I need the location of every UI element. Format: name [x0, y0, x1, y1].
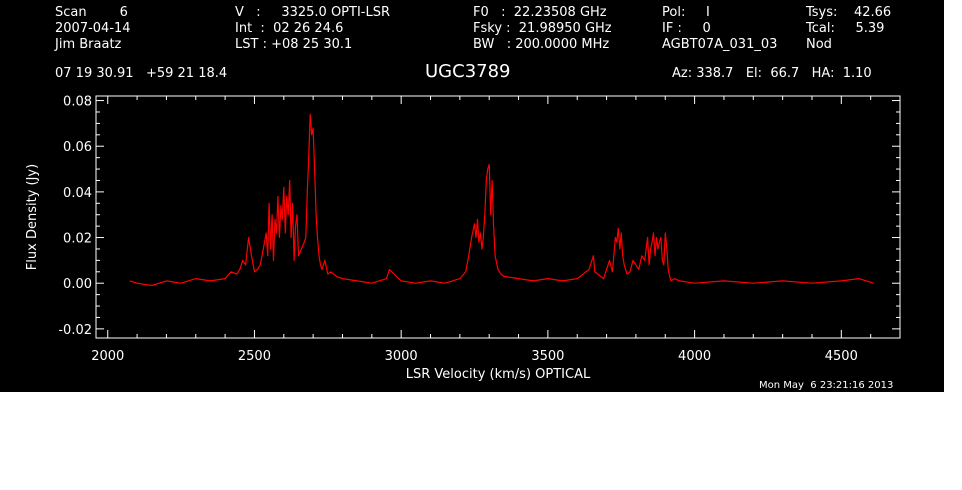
project-label: AGBT07A_031_03 — [662, 37, 778, 52]
timestamp-label: Mon May 6 23:21:16 2013 — [759, 380, 894, 391]
coordinates-label: 07 19 30.91 +59 21 18.4 — [55, 66, 228, 81]
tsys-label: Tsys: 42.66 — [806, 5, 892, 20]
velocity-label: V : 3325.0 OPTI-LSR — [235, 5, 391, 20]
x-tick-label: 3000 — [385, 349, 418, 364]
x-tick-label: 4000 — [678, 349, 711, 364]
pol-label: Pol: I — [662, 5, 710, 20]
fsky-label: Fsky : 21.98950 GHz — [473, 21, 612, 36]
spectrum-chart: 2000 2500 3000 3500 4000 4500 -0.02 0.00 0.02 0.0… — [25, 95, 901, 382]
scan-label: Scan 6 — [55, 5, 128, 20]
x-tick-label: 4500 — [825, 349, 858, 364]
y-tick-label: -0.02 — [58, 323, 92, 338]
y-tick-label: 0.00 — [63, 277, 92, 292]
x-axis-label: LSR Velocity (km/s) OPTICAL — [406, 367, 591, 382]
f0-label: F0 : 22.23508 GHz — [473, 5, 607, 20]
procedure-label: Nod — [806, 37, 832, 52]
y-tick-label: 0.04 — [63, 186, 92, 201]
plot-panel: Scan 6 2007-04-14 Jim Braatz V : 3325.0 … — [0, 0, 944, 392]
if-label: IF : 0 — [662, 21, 711, 36]
date-label: 2007-04-14 — [55, 21, 131, 36]
y-tick-label: 0.02 — [63, 232, 92, 247]
y-axis-label: Flux Density (Jy) — [25, 164, 40, 270]
az-el-ha-label: Az: 338.7 El: 66.7 HA: 1.10 — [672, 66, 872, 81]
x-tick-label: 3500 — [531, 349, 564, 364]
x-tick-label: 2500 — [238, 349, 271, 364]
plot-frame — [95, 95, 901, 339]
source-name: UGC3789 — [425, 61, 511, 82]
y-tick-label: 0.06 — [63, 140, 92, 155]
integration-label: Int : 02 26 24.6 — [235, 21, 344, 36]
observer-label: Jim Braatz — [55, 37, 122, 52]
tcal-label: Tcal: 5.39 — [806, 21, 885, 36]
y-tick-label: 0.08 — [63, 95, 92, 110]
lst-label: LST : +08 25 30.1 — [235, 37, 353, 52]
x-tick-label: 2000 — [91, 349, 124, 364]
bw-label: BW : 200.0000 MHz — [473, 37, 610, 52]
spectrum-trace — [129, 113, 874, 287]
